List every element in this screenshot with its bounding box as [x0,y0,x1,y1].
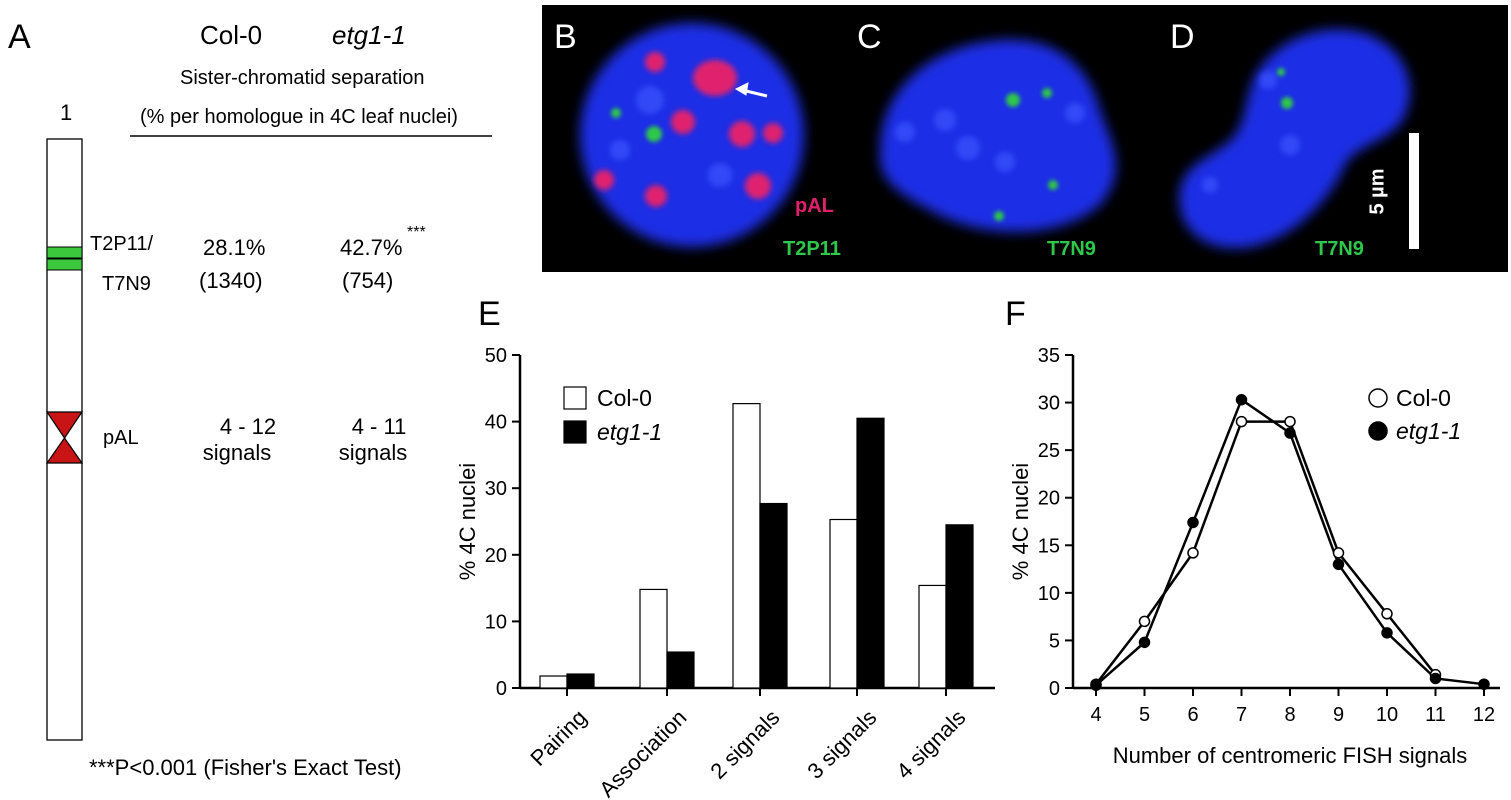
point-etg1-7 [1235,393,1248,406]
col0-signals-range: 4 - 12 [219,414,277,439]
footnote: ***P<0.001 (Fisher's Exact Test) [89,755,402,780]
legend-label-e: Col-0 [597,385,652,411]
y-tick-label-f: 25 [1038,440,1060,462]
x-tick-label-f: 11 [1425,704,1446,726]
significance-stars: *** [407,224,426,241]
t7n9-probe-label-d: T7N9 [1315,238,1364,260]
y-axis-label-f: % 4C nuclei [1008,463,1033,580]
y-tick-label-f: 30 [1038,393,1060,415]
pal-probe-label: pAL [795,195,834,217]
legend-marker-f [1368,421,1388,441]
point-etg1-6 [1187,516,1199,529]
point-etg1-12 [1478,678,1490,690]
etg1-signals-word: signals [338,440,408,465]
series-line-col0 [1095,420,1437,685]
legend-label-f: etg1-1 [1396,418,1461,444]
legend-swatch-e [563,420,587,444]
x-tick-label-f: 4 [1090,704,1101,726]
x-axis-label-f: Number of centromeric FISH signals [1113,743,1468,768]
panel-b-letter: B [554,18,577,56]
bar-etg1-4 [945,524,974,689]
subtitle-separation: Sister-chromatid separation [180,67,425,89]
bar-etg1-1 [666,651,695,689]
point-col0-7 [1235,415,1248,428]
etg1-signals-range: 4 - 11 [351,414,407,439]
panel-d-letter: D [1170,18,1195,56]
pal-label: pAL [103,427,139,449]
col0-percent: 28.1% [203,235,266,260]
legend-label-e: etg1-1 [597,419,662,445]
x-tick-label-f: 6 [1187,704,1198,726]
panel-c-letter: C [857,18,882,56]
etg1-header: etg1-1 [332,20,406,50]
locus1-label-line1: T2P11/ [90,233,153,255]
point-etg1-11 [1429,672,1442,685]
y-tick-label-f: 5 [1049,630,1060,652]
bar-etg1-2 [759,502,788,689]
t7n9-probe-label-c: T7N9 [1047,238,1096,260]
point-col0-10 [1381,608,1393,620]
col0-signals-word: signals [202,440,272,465]
point-col0-9 [1332,547,1345,559]
panel-f-letter: F [1005,295,1026,333]
locus1-label-line2: T7N9 [102,273,151,295]
bar-col0-3 [829,518,858,689]
x-tick-label-f: 5 [1139,704,1150,726]
panel-e-letter: E [478,295,501,333]
point-etg1-5 [1138,636,1151,649]
legend-marker-f [1368,388,1388,408]
point-col0-5 [1138,615,1151,628]
y-tick-label-f: 20 [1038,488,1060,510]
point-etg1-10 [1381,627,1393,639]
y-tick-label-f: 0 [1049,678,1060,700]
y-axis-label-e: % 4C nuclei [455,463,480,580]
point-col0-6 [1187,547,1199,559]
legend-label-f: Col-0 [1396,385,1451,411]
bar-col0-4 [918,584,947,689]
legend-swatch-e [563,386,587,410]
y-tick-label-f: 15 [1038,535,1060,557]
col0-count: (1340) [199,268,263,293]
y-tick-label-e: 10 [485,611,507,633]
bar-col0-2 [732,403,761,689]
y-tick-label-f: 35 [1038,345,1060,367]
chromosome-label: 1 [60,100,73,125]
y-tick-label-e: 0 [496,678,507,700]
bar-col0-1 [639,588,668,689]
y-tick-label-f: 10 [1038,583,1060,605]
bar-etg1-3 [856,417,885,689]
col0-header: Col-0 [200,20,263,50]
bar-etg1-0 [566,673,595,689]
point-etg1-9 [1332,558,1345,571]
point-etg1-4 [1090,679,1102,691]
y-tick-label-e: 50 [485,345,507,367]
x-tick-label-f: 8 [1284,704,1295,726]
x-tick-label-f: 12 [1473,704,1495,726]
t2p11-probe-label: T2P11 [783,238,841,260]
y-tick-label-e: 30 [485,478,507,500]
point-etg1-8 [1284,427,1296,439]
etg1-percent: 42.7% [340,235,403,260]
panel-a-letter: A [8,18,31,56]
y-tick-label-e: 20 [485,545,507,567]
subtitle-percent: (% per homologue in 4C leaf nuclei) [140,106,458,128]
x-tick-label-f: 10 [1376,704,1398,726]
y-tick-label-e: 40 [485,412,507,434]
point-col0-8 [1284,415,1296,428]
x-tick-label-f: 9 [1333,704,1344,726]
etg1-count: (754) [342,268,394,293]
x-tick-label-f: 7 [1236,704,1247,726]
